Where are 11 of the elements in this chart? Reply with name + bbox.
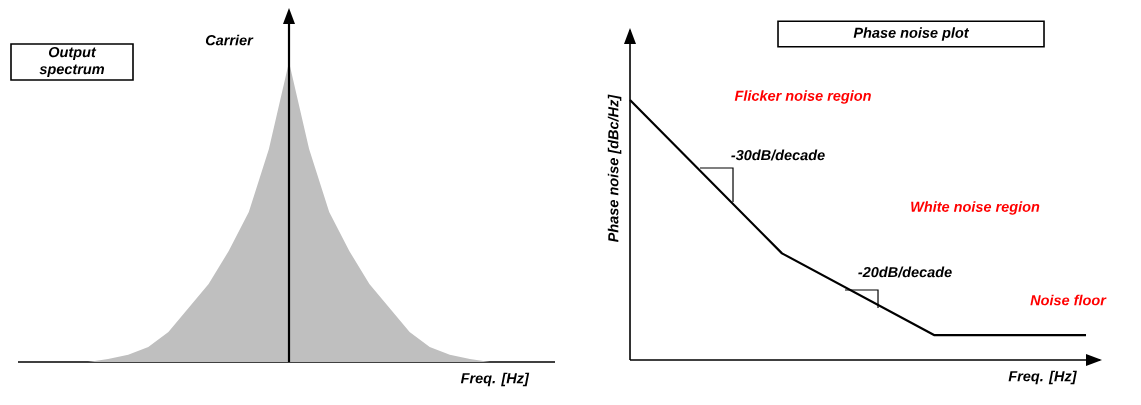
annotation: White noise region (911, 201, 1040, 215)
chart-title: Output spectrum (39, 46, 105, 78)
annotation: Flicker noise region (734, 90, 871, 104)
chart-title: Phase noise plot (853, 27, 970, 41)
annotation: -30dB/decade (731, 149, 825, 161)
annotation: Noise floor (1030, 294, 1107, 306)
x-axis-title: Freq. [Hz] (1008, 370, 1077, 385)
annotation: -20dB/decade (858, 266, 952, 278)
text: Carrier (205, 34, 254, 46)
x-axis-title: Freq. [Hz] (460, 372, 530, 387)
y-axis-title: Phase noise [dBc/Hz] (607, 94, 622, 243)
